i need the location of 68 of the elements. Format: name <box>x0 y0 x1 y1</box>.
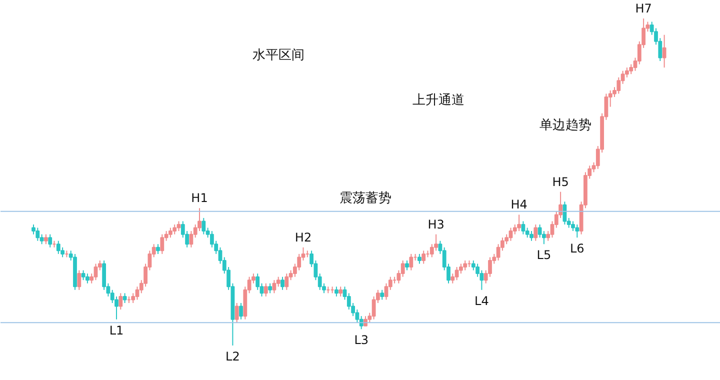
annotation: 震荡蓄势 <box>340 191 392 206</box>
candlestick <box>629 64 634 75</box>
candlestick <box>85 273 90 284</box>
candlestick <box>234 302 239 324</box>
candlestick <box>384 282 388 300</box>
candlestick <box>534 224 538 242</box>
annotation: L5 <box>536 248 552 262</box>
annotation: H5 <box>552 174 569 189</box>
candlestick <box>450 273 455 284</box>
candlestick <box>276 276 280 288</box>
candlestick <box>517 214 522 232</box>
candlestick <box>81 270 86 281</box>
candlestick <box>409 253 414 271</box>
candlestick <box>189 230 194 248</box>
candlestick <box>334 286 338 297</box>
annotation: L4 <box>474 294 489 308</box>
annotation: H3 <box>428 217 444 232</box>
candlestick <box>380 289 384 300</box>
candlestick <box>160 234 164 254</box>
candlestick <box>264 282 268 297</box>
candlestick <box>562 201 567 226</box>
candlestick <box>454 266 459 281</box>
candlestick <box>168 227 172 238</box>
annotation: L6 <box>570 242 584 256</box>
candlestick <box>422 250 426 264</box>
candlestick <box>284 273 289 290</box>
candlestick <box>122 292 127 304</box>
annotation: 单边趋势 <box>540 118 592 133</box>
candlestick <box>40 234 44 245</box>
candlestick <box>575 224 580 238</box>
candlestick <box>48 234 52 248</box>
candlestick <box>94 263 98 281</box>
annotation: 上升通道 <box>412 93 464 108</box>
candlestick <box>156 244 160 254</box>
candlestick <box>202 217 206 235</box>
annotation: H1 <box>191 191 208 206</box>
candlestick <box>463 260 468 271</box>
candlestick <box>525 227 530 238</box>
candlestick <box>256 273 260 290</box>
candlestick <box>239 302 243 320</box>
candlestick <box>56 240 60 254</box>
annotation: H7 <box>635 2 652 16</box>
candlestick <box>338 286 343 297</box>
candlestick <box>400 260 405 278</box>
candlestick <box>44 234 48 245</box>
candlestick <box>176 220 181 232</box>
candlestick <box>268 282 272 294</box>
annotation: L3 <box>354 333 369 348</box>
annotation: H4 <box>510 198 528 212</box>
candlestick <box>36 227 40 242</box>
candlestick <box>135 286 140 300</box>
annotation: L1 <box>109 323 124 338</box>
candlestick <box>131 292 136 304</box>
candlestick <box>118 292 123 310</box>
candlestick <box>662 34 666 68</box>
candlestick <box>405 260 409 271</box>
candlestick <box>530 230 534 242</box>
annotation: 水平区间 <box>252 48 304 63</box>
annotation: L2 <box>226 350 240 364</box>
candlestick <box>77 270 82 290</box>
candlestick <box>417 253 422 264</box>
candlestick <box>616 76 621 94</box>
candlestick <box>280 276 284 290</box>
candlestick <box>521 220 526 235</box>
candlestick <box>172 224 177 235</box>
candlestick <box>272 280 276 294</box>
annotation: H2 <box>294 230 312 244</box>
candlestick <box>508 227 513 242</box>
